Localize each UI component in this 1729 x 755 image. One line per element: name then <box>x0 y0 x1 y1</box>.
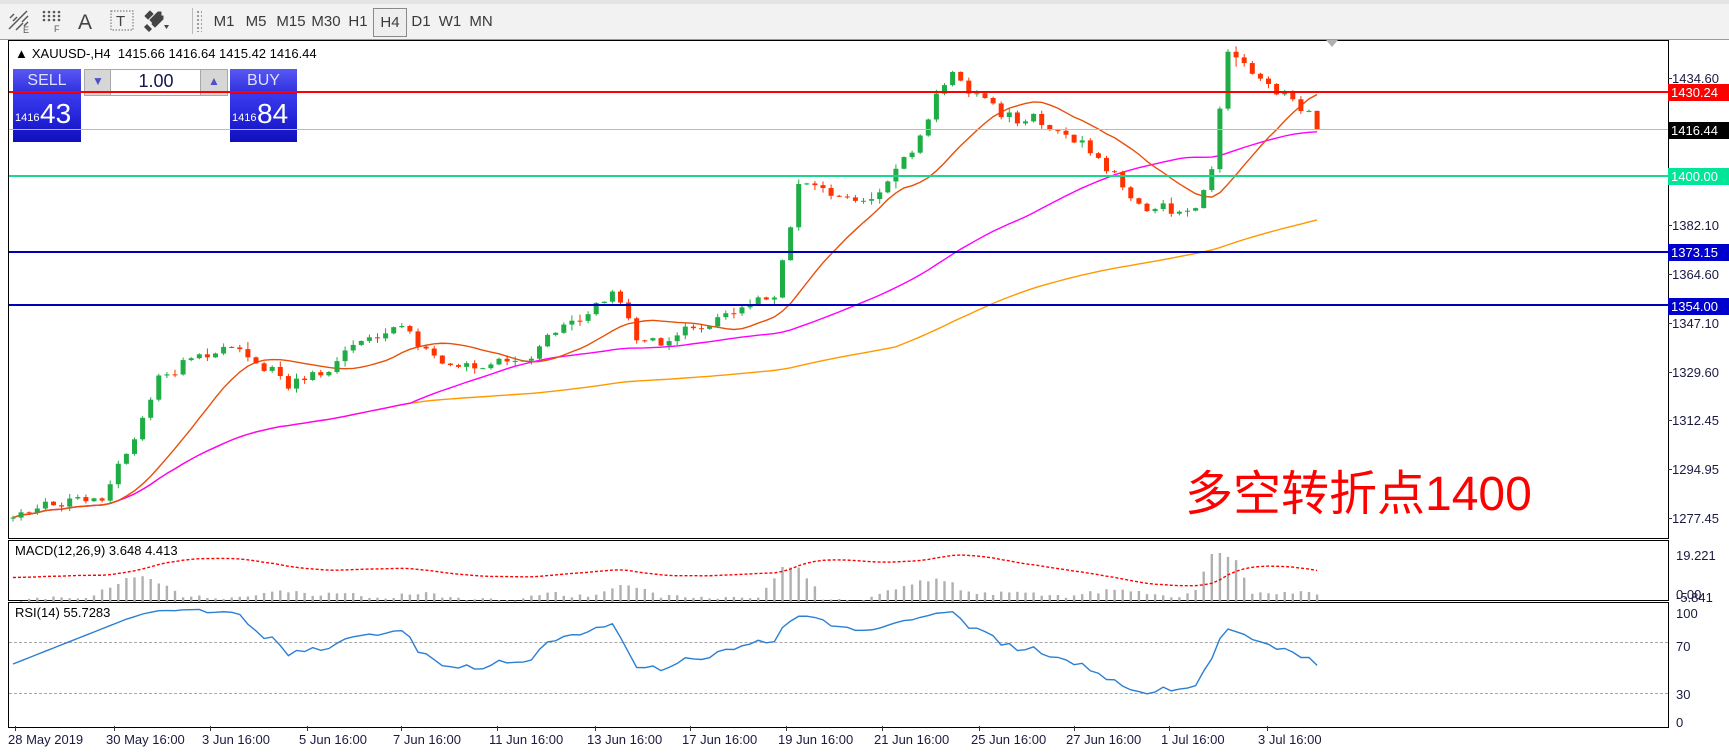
svg-text:E: E <box>23 25 29 34</box>
svg-text:F: F <box>54 24 60 34</box>
svg-text:T: T <box>116 13 125 30</box>
